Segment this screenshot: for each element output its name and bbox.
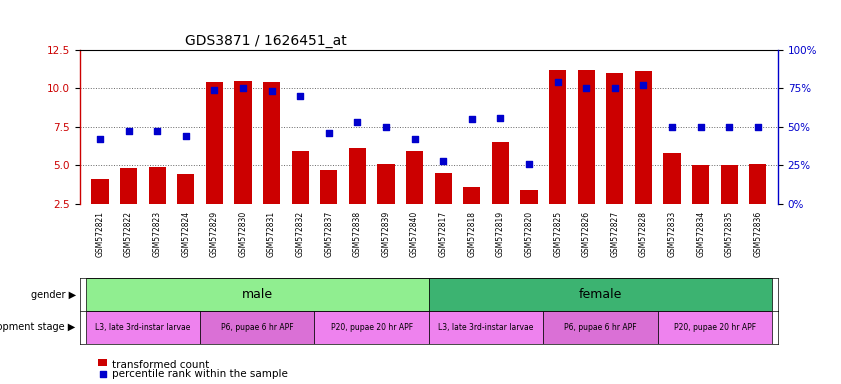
Text: development stage ▶: development stage ▶ — [0, 322, 76, 333]
Bar — [378, 164, 394, 242]
Point — [694, 124, 707, 130]
Point — [579, 85, 593, 91]
Bar — [406, 151, 423, 242]
Point — [751, 124, 764, 130]
Bar — [658, 311, 772, 344]
Bar — [549, 70, 566, 242]
Text: male: male — [241, 288, 272, 301]
Point — [96, 371, 109, 377]
Point — [351, 119, 364, 125]
Text: gender ▶: gender ▶ — [30, 290, 76, 300]
Point — [151, 128, 164, 134]
Point — [522, 161, 536, 167]
Point — [608, 85, 621, 91]
Bar — [749, 164, 766, 242]
Text: transformed count: transformed count — [112, 360, 209, 370]
Bar — [664, 153, 680, 242]
Point — [208, 87, 221, 93]
Bar — [463, 187, 480, 242]
Text: P20, pupae 20 hr APF: P20, pupae 20 hr APF — [331, 323, 413, 332]
Bar — [149, 167, 166, 242]
Point — [465, 116, 479, 122]
Text: female: female — [579, 288, 622, 301]
Point — [665, 124, 679, 130]
Text: L3, late 3rd-instar larvae: L3, late 3rd-instar larvae — [438, 323, 534, 332]
Bar — [721, 165, 738, 242]
Bar — [320, 170, 337, 242]
Bar — [492, 142, 509, 242]
Point — [236, 85, 250, 91]
Bar — [521, 190, 537, 242]
Point — [722, 124, 736, 130]
Point — [265, 88, 278, 94]
Bar — [635, 71, 652, 242]
Bar — [120, 168, 137, 242]
Text: percentile rank within the sample: percentile rank within the sample — [112, 369, 288, 379]
Point — [122, 128, 135, 134]
Text: P20, pupae 20 hr APF: P20, pupae 20 hr APF — [674, 323, 756, 332]
Point — [637, 82, 650, 88]
Bar — [315, 311, 429, 344]
Bar — [206, 82, 223, 242]
Point — [322, 130, 336, 136]
Bar — [235, 81, 251, 242]
Point — [436, 157, 450, 164]
Point — [179, 133, 193, 139]
Bar — [429, 278, 772, 311]
Point — [551, 79, 564, 85]
Bar — [292, 151, 309, 242]
Bar — [177, 174, 194, 242]
Bar — [429, 311, 543, 344]
Point — [408, 136, 421, 142]
Bar — [692, 165, 709, 242]
Bar — [543, 311, 658, 344]
Bar — [86, 278, 429, 311]
Bar — [86, 311, 200, 344]
Text: P6, pupae 6 hr APF: P6, pupae 6 hr APF — [221, 323, 294, 332]
Bar — [435, 173, 452, 242]
Bar — [263, 82, 280, 242]
Bar — [98, 359, 108, 366]
Text: P6, pupae 6 hr APF: P6, pupae 6 hr APF — [564, 323, 637, 332]
Bar — [92, 179, 108, 242]
Bar — [349, 148, 366, 242]
Bar — [606, 73, 623, 242]
Point — [494, 114, 507, 121]
Point — [294, 93, 307, 99]
Bar — [578, 70, 595, 242]
Point — [93, 136, 107, 142]
Text: L3, late 3rd-instar larvae: L3, late 3rd-instar larvae — [95, 323, 191, 332]
Point — [379, 124, 393, 130]
Bar — [200, 311, 315, 344]
Text: GDS3871 / 1626451_at: GDS3871 / 1626451_at — [185, 33, 346, 48]
